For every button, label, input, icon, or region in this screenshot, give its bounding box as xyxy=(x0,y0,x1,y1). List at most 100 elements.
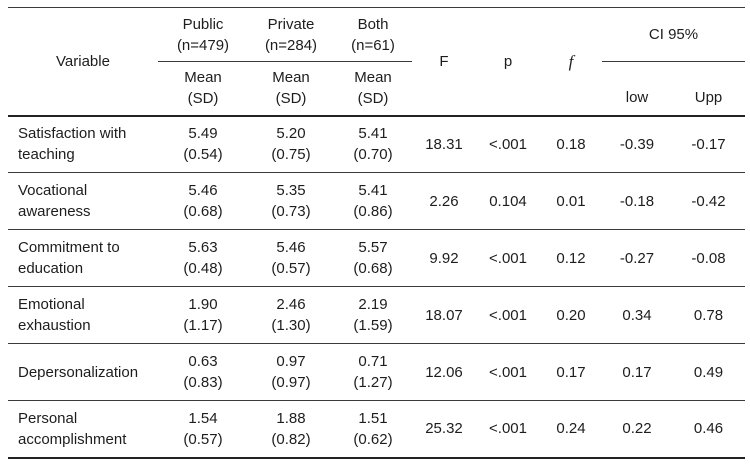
table-row: Vocational awareness 5.46 (0.68) 5.35 (0… xyxy=(8,172,746,230)
sd-value: (0.97) xyxy=(271,374,311,391)
both-mean-cell: 2.19 (1.59) xyxy=(334,286,412,344)
mean-value: 1.90 xyxy=(188,296,218,313)
table-row: Satisfaction with teaching 5.49 (0.54) 5… xyxy=(8,115,746,173)
mean-value: 2.46 xyxy=(276,296,306,313)
ci-95-header: CI 95% xyxy=(602,7,746,62)
header-row-sub: Mean (SD) Mean (SD) Mean (SD) low Upp xyxy=(8,61,746,117)
sd-value: (0.68) xyxy=(353,260,393,277)
variable-cell: Vocational awareness xyxy=(8,172,158,230)
public-mean-cell: 0.63 (0.83) xyxy=(158,343,248,401)
variable-cell: Depersonalization xyxy=(8,343,158,401)
effect-size-cell: 0.12 xyxy=(540,229,602,287)
sd-value: (0.73) xyxy=(271,203,311,220)
p-value-cell: 0.104 xyxy=(476,172,540,230)
sd-value: (0.82) xyxy=(271,430,311,448)
sd-value: (0.75) xyxy=(271,146,311,164)
private-mean-cell: 5.46 (0.57) xyxy=(248,229,334,287)
variable-cell: Personal accomplishment xyxy=(8,400,158,459)
variable-cell: Commitment to education xyxy=(8,229,158,287)
mean-value: 1.88 xyxy=(276,409,306,427)
public-mean-cell: 5.49 (0.54) xyxy=(158,115,248,173)
sd-value: (1.17) xyxy=(183,317,223,334)
f-stat-cell: 25.32 xyxy=(412,400,476,459)
mean-label: Mean xyxy=(184,69,222,87)
f-stat-cell: 2.26 xyxy=(412,172,476,230)
table-row: Personal accomplishment 1.54 (0.57) 1.88… xyxy=(8,400,746,459)
public-mean-cell: 1.90 (1.17) xyxy=(158,286,248,344)
both-mean-cell: 5.41 (0.70) xyxy=(334,115,412,173)
mean-value: 0.63 xyxy=(188,353,218,370)
mean-value: 5.63 xyxy=(188,239,218,256)
ci-low-cell: -0.39 xyxy=(602,115,672,173)
ci-low-cell: -0.18 xyxy=(602,172,672,230)
mean-value: 5.20 xyxy=(276,125,306,143)
ci-low-header: low xyxy=(602,61,672,117)
variable-cell: Satisfaction with teaching xyxy=(8,115,158,173)
mean-value: 5.41 xyxy=(358,182,388,199)
sd-value: (1.59) xyxy=(353,317,393,334)
effect-size-cell: 0.17 xyxy=(540,343,602,401)
sd-value: (0.57) xyxy=(271,260,311,277)
ci-low-cell: -0.27 xyxy=(602,229,672,287)
sd-value: (0.83) xyxy=(183,374,223,391)
variable-cell: Emotional exhaustion xyxy=(8,286,158,344)
sd-value: (0.57) xyxy=(183,430,223,448)
effect-size-cell: 0.24 xyxy=(540,400,602,459)
group-header-public: Public (n=479) xyxy=(158,7,248,62)
private-mean-cell: 5.20 (0.75) xyxy=(248,115,334,173)
sd-value: (0.70) xyxy=(353,146,393,164)
p-value-cell: <.001 xyxy=(476,229,540,287)
public-mean-cell: 1.54 (0.57) xyxy=(158,400,248,459)
mean-value: 5.46 xyxy=(188,182,218,199)
group-name: Both xyxy=(357,15,389,33)
ci-upp-cell: -0.17 xyxy=(672,115,746,173)
mean-value: 0.97 xyxy=(276,353,306,370)
mean-sd-subheader-public: Mean (SD) xyxy=(158,61,248,117)
table-row: Commitment to education 5.63 (0.48) 5.46… xyxy=(8,229,746,287)
f-stat-cell: 12.06 xyxy=(412,343,476,401)
p-value-cell: <.001 xyxy=(476,400,540,459)
mean-value: 5.49 xyxy=(188,125,218,143)
p-value-header: p xyxy=(476,7,540,117)
variable-header: Variable xyxy=(8,7,158,117)
mean-label: Mean xyxy=(272,69,310,87)
sd-label: (SD) xyxy=(187,90,219,108)
group-name: Private xyxy=(267,15,315,33)
mean-label: Mean xyxy=(354,69,392,87)
f-stat-header: F xyxy=(412,7,476,117)
p-value-cell: <.001 xyxy=(476,343,540,401)
group-header-both: Both (n=61) xyxy=(334,7,412,62)
f-stat-cell: 18.07 xyxy=(412,286,476,344)
effect-size-cell: 0.20 xyxy=(540,286,602,344)
private-mean-cell: 1.88 (0.82) xyxy=(248,400,334,459)
ci-low-cell: 0.22 xyxy=(602,400,672,459)
sd-value: (0.86) xyxy=(353,203,393,220)
header-row-groups: Variable Public (n=479) Private (n=284) … xyxy=(8,7,746,117)
mean-value: 2.19 xyxy=(358,296,388,313)
sd-label: (SD) xyxy=(275,90,307,108)
ci-low-cell: 0.17 xyxy=(602,343,672,401)
both-mean-cell: 0.71 (1.27) xyxy=(334,343,412,401)
ci-upp-cell: 0.78 xyxy=(672,286,746,344)
mean-value: 0.71 xyxy=(358,353,388,370)
effect-size-cell: 0.18 xyxy=(540,115,602,173)
both-mean-cell: 1.51 (0.62) xyxy=(334,400,412,459)
table-row: Depersonalization 0.63 (0.83) 0.97 (0.97… xyxy=(8,343,746,401)
ci-low-cell: 0.34 xyxy=(602,286,672,344)
ci-upp-cell: -0.42 xyxy=(672,172,746,230)
mean-value: 5.41 xyxy=(358,125,388,143)
group-n: (n=479) xyxy=(176,36,230,54)
public-mean-cell: 5.63 (0.48) xyxy=(158,229,248,287)
ci-upp-cell: -0.08 xyxy=(672,229,746,287)
table-row: Emotional exhaustion 1.90 (1.17) 2.46 (1… xyxy=(8,286,746,344)
ci-upp-cell: 0.49 xyxy=(672,343,746,401)
public-mean-cell: 5.46 (0.68) xyxy=(158,172,248,230)
sd-value: (0.48) xyxy=(183,260,223,277)
sd-label: (SD) xyxy=(357,90,389,108)
group-n: (n=61) xyxy=(351,36,395,54)
mean-sd-subheader-both: Mean (SD) xyxy=(334,61,412,117)
private-mean-cell: 5.35 (0.73) xyxy=(248,172,334,230)
p-value-cell: <.001 xyxy=(476,286,540,344)
p-value-cell: <.001 xyxy=(476,115,540,173)
private-mean-cell: 0.97 (0.97) xyxy=(248,343,334,401)
